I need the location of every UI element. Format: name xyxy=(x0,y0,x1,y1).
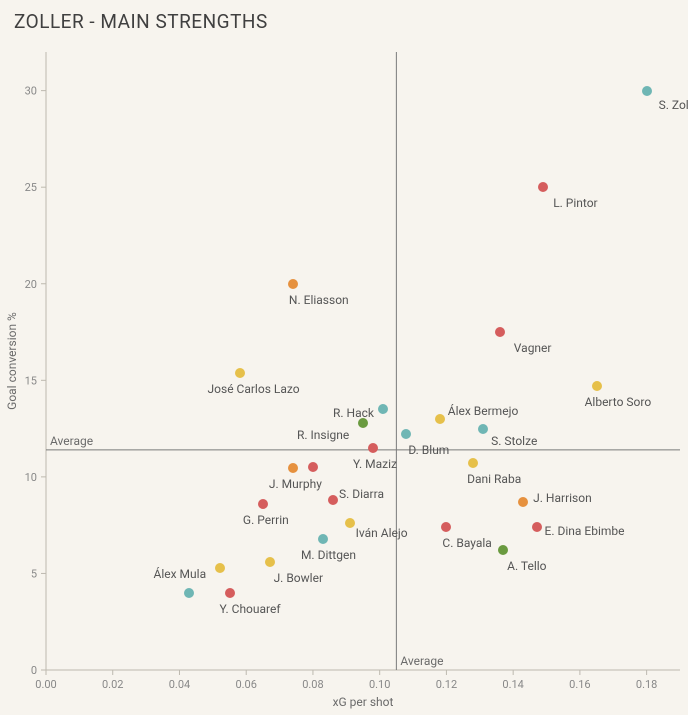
data-point-label: R. Insigne xyxy=(297,429,349,441)
svg-text:0.08: 0.08 xyxy=(302,678,323,691)
data-point-label: S. Stolze xyxy=(491,435,537,447)
data-point xyxy=(184,588,194,598)
data-point-label: J. Bowler xyxy=(274,572,323,584)
data-point xyxy=(495,327,505,337)
svg-text:xG per shot: xG per shot xyxy=(333,695,394,709)
data-point xyxy=(468,458,478,468)
data-point xyxy=(368,443,378,453)
data-point-label: E. Dina Ebimbe xyxy=(545,525,625,537)
svg-text:30: 30 xyxy=(25,85,37,98)
svg-text:0.04: 0.04 xyxy=(169,678,190,691)
data-point xyxy=(308,462,318,472)
svg-text:0.12: 0.12 xyxy=(436,678,457,691)
data-point-label: G. Perrin xyxy=(243,514,289,526)
chart-container: ZOLLER - MAIN STRENGTHS 0.00 0.02 0.04 0.06… xyxy=(0,0,688,715)
data-point-label: J. Murphy xyxy=(269,478,322,490)
data-point xyxy=(518,497,528,507)
data-point xyxy=(498,545,508,555)
data-point xyxy=(328,495,338,505)
data-point xyxy=(235,368,245,378)
data-point-label: Iván Alejo xyxy=(356,527,408,539)
data-point xyxy=(288,463,298,473)
svg-text:20: 20 xyxy=(25,278,37,291)
svg-text:15: 15 xyxy=(25,374,37,387)
svg-text:0.10: 0.10 xyxy=(369,678,390,691)
data-point xyxy=(538,182,548,192)
data-point-label: M. Dittgen xyxy=(301,549,356,561)
svg-text:0.16: 0.16 xyxy=(569,678,590,691)
data-point-label: D. Blum xyxy=(408,444,449,456)
data-point xyxy=(225,588,235,598)
data-point-label: L. Pintor xyxy=(553,197,597,209)
data-point-label: Vagner xyxy=(514,342,552,354)
svg-text:0.06: 0.06 xyxy=(235,678,256,691)
data-point xyxy=(318,534,328,544)
data-point xyxy=(358,418,368,428)
data-point-label: Álex Bermejo xyxy=(448,405,519,417)
svg-text:5: 5 xyxy=(31,567,37,580)
scatter-plot: 0.00 0.02 0.04 0.06 0.08 0.10 0.12 0.14 0.16 0.18… xyxy=(0,0,688,715)
svg-text:0.18: 0.18 xyxy=(636,678,657,691)
svg-text:25: 25 xyxy=(25,181,37,194)
data-point-label: Y. Maziz xyxy=(353,458,397,470)
data-point xyxy=(378,404,388,414)
data-point-label: S. Zoller xyxy=(659,99,688,111)
svg-text:10: 10 xyxy=(25,471,37,484)
data-point xyxy=(441,522,451,532)
data-point-label: A. Tello xyxy=(507,560,546,572)
data-point xyxy=(642,86,652,96)
average-label: Average xyxy=(400,654,443,668)
data-point-label: C. Bayala xyxy=(442,537,491,549)
data-point xyxy=(592,381,602,391)
chart-title: ZOLLER - MAIN STRENGTHS xyxy=(14,10,268,33)
data-point xyxy=(258,499,268,509)
data-point xyxy=(345,518,355,528)
data-point-label: R. Hack xyxy=(333,407,374,419)
data-point-label: S. Diarra xyxy=(339,488,384,500)
data-point xyxy=(478,424,488,434)
data-point-label: Dani Raba xyxy=(467,473,521,485)
svg-text:0.00: 0.00 xyxy=(35,678,56,691)
data-point xyxy=(401,429,411,439)
data-point-label: José Carlos Lazo xyxy=(208,383,300,395)
data-point-label: Alberto Soro xyxy=(585,396,652,408)
data-point xyxy=(435,414,445,424)
average-label: Average xyxy=(50,434,93,448)
data-point-label: Y. Chouaref xyxy=(220,603,281,615)
svg-text:0: 0 xyxy=(31,664,37,677)
svg-text:Goal conversion %: Goal conversion % xyxy=(5,312,19,410)
data-point xyxy=(215,563,225,573)
data-point-label: Álex Mula xyxy=(154,568,207,580)
data-point xyxy=(532,522,542,532)
data-point xyxy=(265,557,275,567)
data-point xyxy=(288,279,298,289)
svg-text:0.14: 0.14 xyxy=(502,678,523,691)
svg-text:0.02: 0.02 xyxy=(102,678,123,691)
data-point-label: J. Harrison xyxy=(533,492,592,504)
data-point-label: N. Eliasson xyxy=(289,294,349,306)
